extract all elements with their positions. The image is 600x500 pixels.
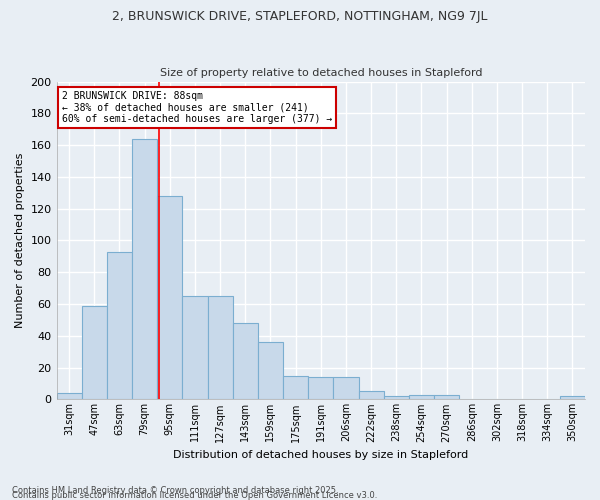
- Bar: [182, 296, 208, 400]
- Y-axis label: Number of detached properties: Number of detached properties: [15, 153, 25, 328]
- Bar: [132, 139, 157, 400]
- Text: Contains public sector information licensed under the Open Government Licence v3: Contains public sector information licen…: [12, 491, 377, 500]
- Text: Contains HM Land Registry data © Crown copyright and database right 2025.: Contains HM Land Registry data © Crown c…: [12, 486, 338, 495]
- Bar: [258, 342, 283, 400]
- Bar: [283, 376, 308, 400]
- Bar: [82, 306, 107, 400]
- Text: 2 BRUNSWICK DRIVE: 88sqm
← 38% of detached houses are smaller (241)
60% of semi-: 2 BRUNSWICK DRIVE: 88sqm ← 38% of detach…: [62, 91, 332, 124]
- Bar: [434, 394, 459, 400]
- Bar: [208, 296, 233, 400]
- Bar: [359, 392, 383, 400]
- Bar: [334, 377, 359, 400]
- Text: 2, BRUNSWICK DRIVE, STAPLEFORD, NOTTINGHAM, NG9 7JL: 2, BRUNSWICK DRIVE, STAPLEFORD, NOTTINGH…: [112, 10, 488, 23]
- Bar: [409, 394, 434, 400]
- Bar: [560, 396, 585, 400]
- Bar: [157, 196, 182, 400]
- X-axis label: Distribution of detached houses by size in Stapleford: Distribution of detached houses by size …: [173, 450, 469, 460]
- Title: Size of property relative to detached houses in Stapleford: Size of property relative to detached ho…: [160, 68, 482, 78]
- Bar: [56, 393, 82, 400]
- Bar: [383, 396, 409, 400]
- Bar: [308, 377, 334, 400]
- Bar: [233, 323, 258, 400]
- Bar: [107, 252, 132, 400]
